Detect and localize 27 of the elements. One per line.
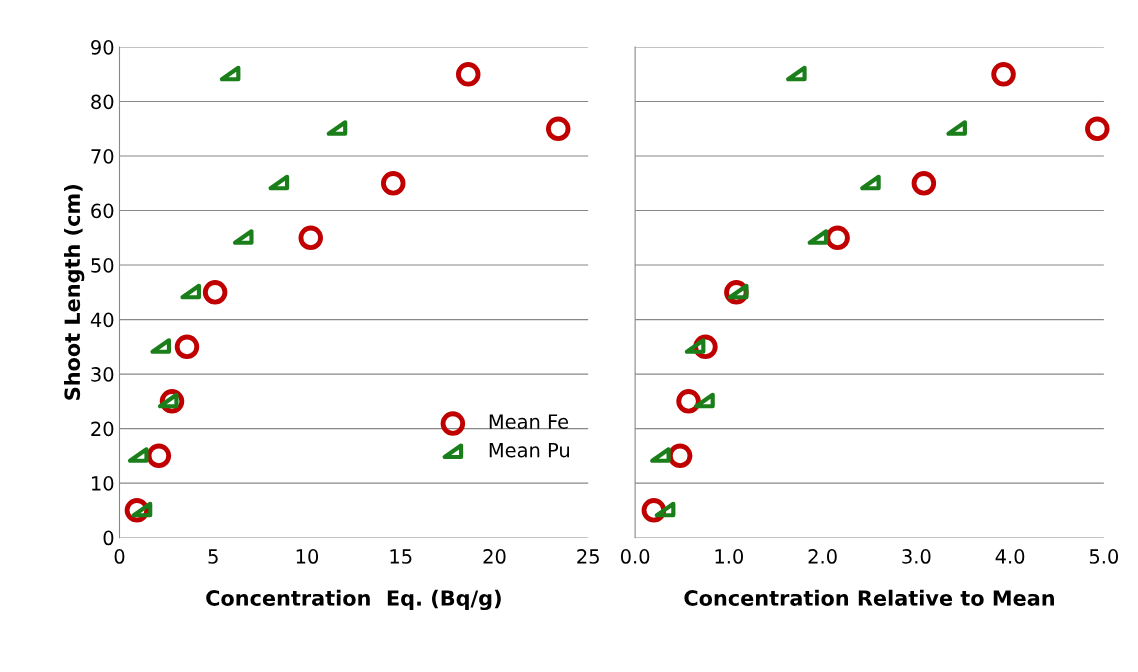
legend-label: Mean Pu (489, 443, 569, 458)
y-tick-label: 60 (91, 203, 114, 219)
y-tick-label: 40 (90, 312, 114, 328)
legend-label: Mean Fe (489, 414, 569, 429)
x-tick-label: 5.0 (1089, 549, 1119, 564)
x-tick-label: 5 (208, 549, 218, 564)
x-tick-label: 0.0 (620, 549, 650, 564)
x-tick-label: 2.0 (808, 549, 837, 564)
y-tick-label: 30 (91, 367, 114, 382)
x-tick-label: 0 (114, 549, 125, 564)
y-tick-label: 0 (103, 530, 114, 546)
x-tick-label: 25 (577, 549, 599, 564)
x-tick-label: 20 (483, 549, 506, 564)
x-tick-label: 4.0 (995, 549, 1025, 564)
y-tick-label: 10 (92, 476, 114, 491)
x-axis-title: Concentration Relative to Mean (684, 589, 1054, 606)
x-axis-title: Concentration Eq. (Bq/g) (206, 589, 501, 611)
x-tick-label: 1.0 (715, 549, 744, 564)
x-tick-label: 3.0 (902, 549, 931, 564)
y-tick-label: 90 (91, 40, 114, 55)
x-tick-label: 10 (296, 549, 319, 564)
y-tick-label: 50 (91, 258, 114, 273)
x-tick-label: 15 (390, 549, 412, 564)
y-axis-title: Shoot Length (cm) (64, 185, 85, 400)
y-tick-label: 80 (91, 94, 114, 110)
y-tick-label: 70 (91, 149, 114, 164)
y-tick-label: 20 (91, 421, 114, 437)
